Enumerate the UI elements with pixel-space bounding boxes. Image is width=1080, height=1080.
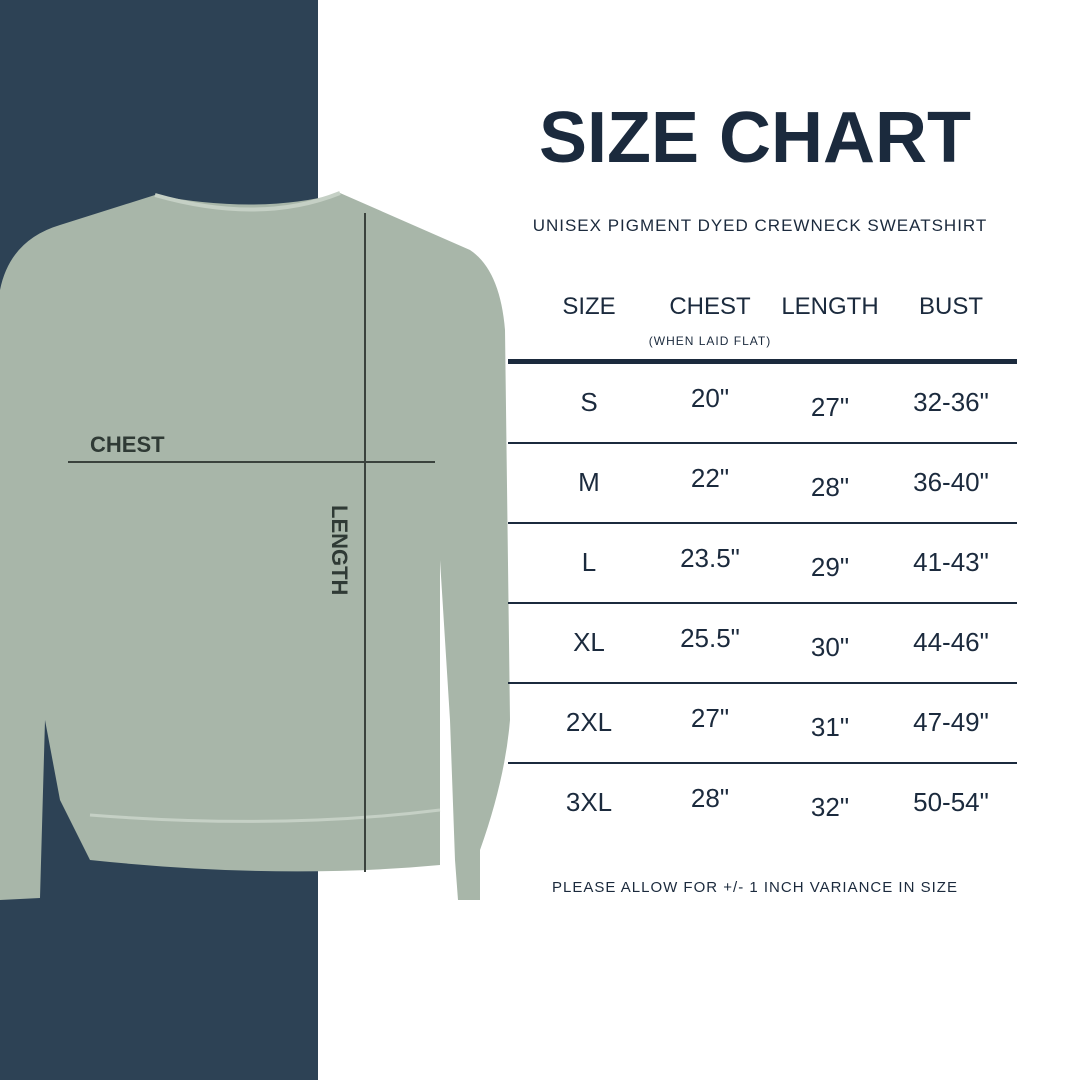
cell-size: XL	[573, 627, 605, 657]
row-divider	[508, 522, 1017, 524]
page-title: SIZE CHART	[539, 98, 971, 178]
cell-bust: 41-43"	[913, 547, 989, 577]
collar-seam	[154, 191, 341, 212]
cell-size: L	[581, 547, 597, 577]
row-divider	[508, 682, 1017, 684]
waistband-seam	[89, 808, 441, 823]
cell-chest: 27"	[690, 703, 730, 733]
row-divider	[508, 442, 1017, 444]
cell-length: 27"	[810, 392, 850, 422]
header-bust: BUST	[918, 293, 983, 320]
sweatshirt-body	[0, 193, 510, 900]
cell-length: 29"	[810, 552, 850, 582]
cell-chest: 20"	[690, 383, 730, 413]
header-size: SIZE	[562, 293, 616, 320]
header-divider	[508, 359, 1017, 364]
length-label: LENGTH	[327, 505, 352, 596]
cell-chest: 23.5"	[680, 543, 740, 573]
cell-chest: 22"	[690, 463, 730, 493]
cell-bust: 47-49"	[913, 707, 989, 737]
cell-chest: 25.5"	[680, 623, 740, 653]
cell-length: 31"	[810, 712, 850, 742]
cell-length: 30"	[810, 632, 850, 662]
cell-bust: 32-36"	[913, 387, 989, 417]
subtitle: UNISEX PIGMENT DYED CREWNECK SWEATSHIRT	[532, 216, 988, 235]
cell-size: S	[580, 387, 598, 417]
cell-bust: 44-46"	[913, 627, 989, 657]
cell-length: 28"	[810, 472, 850, 502]
header-chest: CHEST	[669, 293, 751, 320]
cell-bust: 36-40"	[913, 467, 989, 497]
sweatshirt-illustration	[0, 191, 510, 900]
header-chest-note: (WHEN LAID FLAT)	[648, 334, 772, 348]
cell-bust: 50-54"	[913, 787, 989, 817]
cell-chest: 28"	[690, 783, 730, 813]
cell-length: 32"	[810, 792, 850, 822]
header-length: LENGTH	[781, 293, 879, 320]
row-divider	[508, 602, 1017, 604]
cell-size: M	[578, 467, 600, 497]
cell-size: 2XL	[565, 707, 613, 737]
chest-label: CHEST	[90, 432, 165, 457]
cell-size: 3XL	[565, 787, 613, 817]
row-divider	[508, 762, 1017, 764]
variance-note: PLEASE ALLOW FOR +/- 1 INCH VARIANCE IN …	[552, 879, 958, 896]
